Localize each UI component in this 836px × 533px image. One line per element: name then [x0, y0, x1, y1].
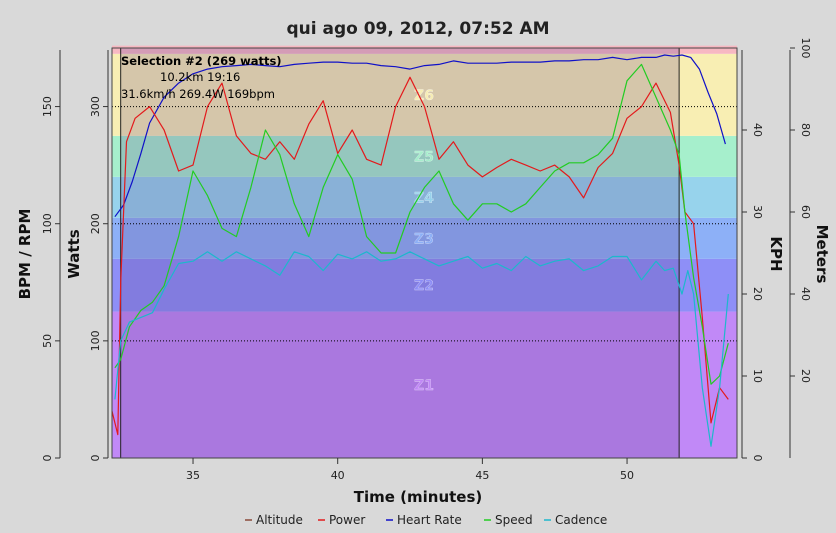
- power-zone-band-z5: [112, 135, 737, 177]
- series-power: [111, 76, 729, 436]
- legend-label: Power: [329, 513, 365, 527]
- kph-tick-label: 10: [751, 369, 764, 383]
- zone-label-z3: Z3: [414, 231, 434, 247]
- meters-tick-label: 20: [799, 369, 812, 383]
- zone-label-z1: Z1: [414, 378, 434, 394]
- plot-frame: [111, 47, 738, 459]
- meters-tick-label: 40: [799, 287, 812, 301]
- kph-tick-label: 40: [751, 123, 764, 137]
- legend-item-speed[interactable]: Speed: [484, 513, 533, 527]
- legend-item-power[interactable]: Power: [318, 513, 365, 527]
- plot-area[interactable]: Z1 Z2 Z3 Z4 Z5 Z6 Selection #2 (269 watts) 10.2…: [111, 45, 738, 459]
- right-axes: 0 10 20 30 40 20 40 60 80 100: [741, 38, 812, 462]
- power-zone-band-z1: [112, 311, 737, 458]
- bpm_rpm-tick-label: 50: [41, 334, 54, 348]
- left-axes: 0 50 100 150 0 100 200 300: [41, 50, 109, 462]
- power-zone-band-z2: [112, 258, 737, 312]
- bpm-rpm-axis-label: BPM / RPM: [16, 209, 34, 300]
- watts-tick-label: 100: [89, 330, 102, 351]
- meters-tick-label: 80: [799, 123, 812, 137]
- watts-axis-label: Watts: [65, 229, 83, 278]
- x-axis-label: Time (minutes): [354, 488, 483, 506]
- power-zone-band-z4: [112, 176, 737, 218]
- zone-label-z5: Z5: [414, 149, 434, 165]
- legend[interactable]: Altitude Power Heart Rate Speed Cadence: [245, 513, 607, 527]
- zone-label-z4: Z4: [414, 190, 434, 206]
- selection-line1: 10.2km 19:16: [160, 70, 240, 84]
- legend-item-heart-rate[interactable]: Heart Rate: [386, 513, 462, 527]
- meters-tick-label: 60: [799, 205, 812, 219]
- kph-tick-label: 30: [751, 205, 764, 219]
- selection-interval[interactable]: [120, 48, 680, 458]
- legend-item-altitude[interactable]: Altitude: [245, 513, 303, 527]
- series-cadence: [114, 251, 729, 447]
- legend-label: Cadence: [555, 513, 607, 527]
- kph-tick-label: 20: [751, 287, 764, 301]
- watts-tick-label: 0: [89, 455, 102, 462]
- bpm_rpm-tick-label: 0: [41, 455, 54, 462]
- selection-line2: 31.6km/h 269.4W 169bpm: [121, 87, 275, 101]
- legend-label: Altitude: [256, 513, 303, 527]
- meters-axis-label: Meters: [813, 225, 831, 284]
- power-zone-band-z3: [112, 217, 737, 259]
- chart-title: qui ago 09, 2012, 07:52 AM: [286, 19, 549, 39]
- legend-item-cadence[interactable]: Cadence: [544, 513, 607, 527]
- x-tick-label: 50: [620, 469, 634, 482]
- zone-label-z2: Z2: [414, 278, 434, 294]
- watts-tick-label: 200: [89, 213, 102, 234]
- selection-title: Selection #2 (269 watts): [121, 54, 282, 68]
- series-speed: [114, 63, 729, 385]
- x-tick-label: 35: [186, 469, 200, 482]
- x-tick-label: 40: [331, 469, 345, 482]
- x-tick-label: 45: [475, 469, 489, 482]
- meters-tick-label: 100: [799, 38, 812, 59]
- power-zone-band-z7: [112, 45, 737, 54]
- bpm_rpm-tick-label: 150: [41, 96, 54, 117]
- bpm_rpm-tick-label: 100: [41, 213, 54, 234]
- kph-tick-label: 0: [751, 455, 764, 462]
- watts-tick-label: 300: [89, 96, 102, 117]
- kph-axis-label: KPH: [767, 236, 785, 271]
- series-heart-rate: [114, 54, 726, 218]
- x-axis: 35 40 45 50: [186, 458, 634, 482]
- zone-label-z6: Z6: [414, 88, 434, 104]
- legend-label: Speed: [495, 513, 533, 527]
- legend-label: Heart Rate: [397, 513, 462, 527]
